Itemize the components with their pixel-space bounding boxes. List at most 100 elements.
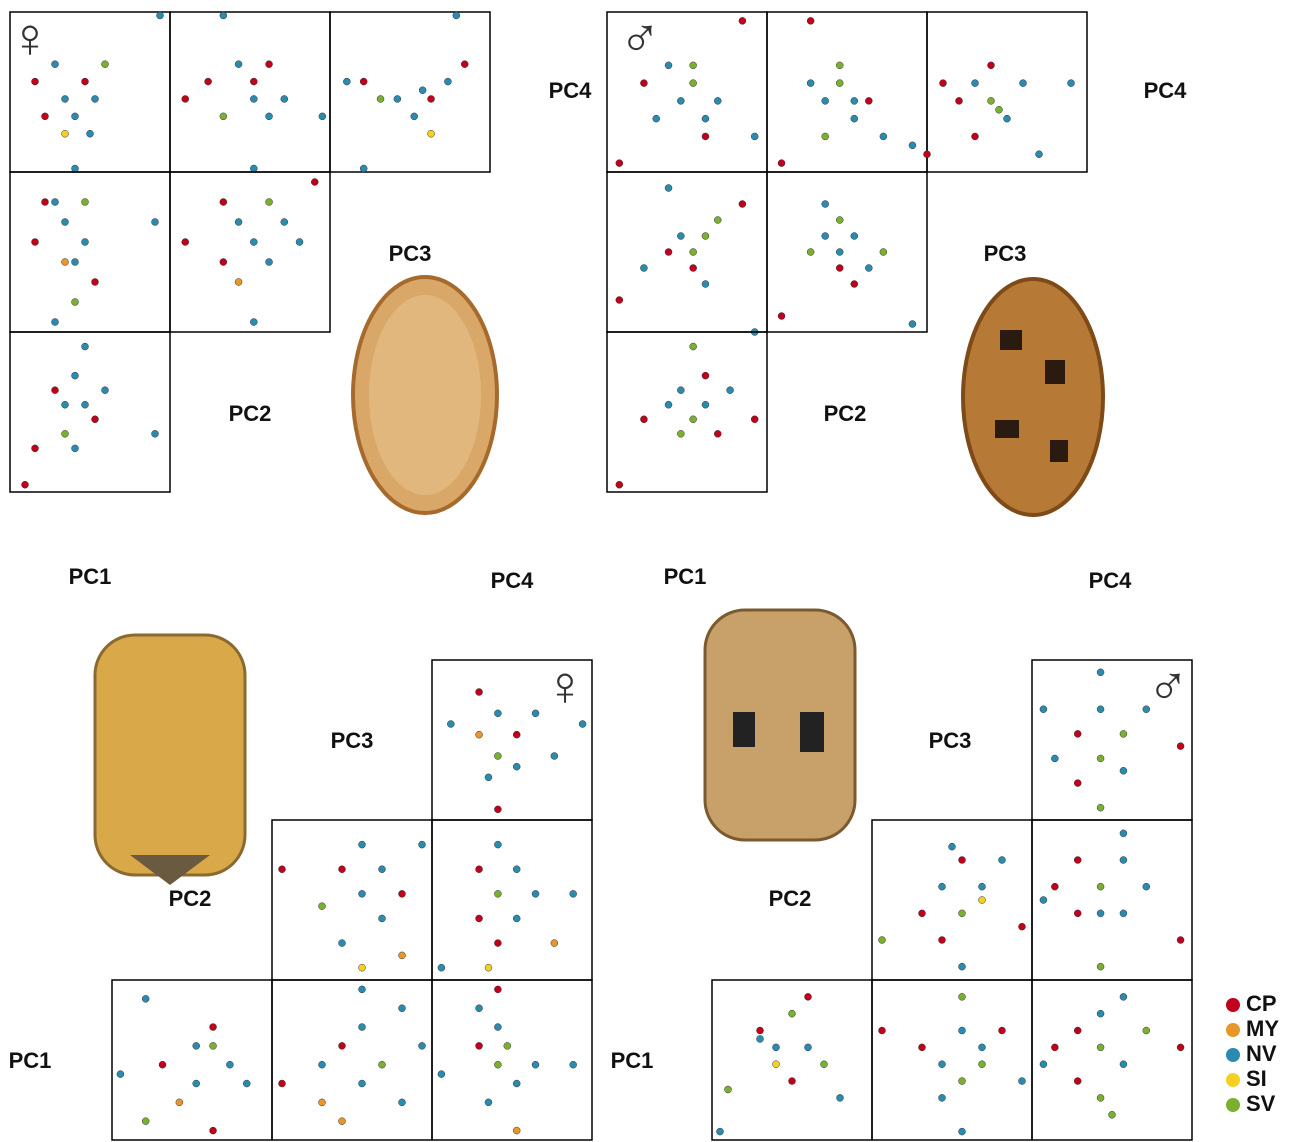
point — [805, 1044, 812, 1051]
point — [210, 1127, 217, 1134]
point — [1120, 910, 1127, 917]
point — [1019, 1078, 1026, 1085]
point — [210, 1042, 217, 1049]
point — [1074, 910, 1081, 917]
point — [805, 993, 812, 1000]
point — [1097, 755, 1104, 762]
point — [339, 940, 346, 947]
panel-frame — [767, 12, 927, 172]
point — [757, 1027, 764, 1034]
point — [778, 313, 785, 320]
panel-frame — [767, 172, 927, 332]
point — [1120, 857, 1127, 864]
point — [940, 80, 947, 87]
point — [339, 1118, 346, 1125]
point — [485, 964, 492, 971]
point — [988, 97, 995, 104]
figure: PC4PC3PC2PC1♀PC4PC3PC2PC1♂PC4PC3PC2PC1♀P… — [0, 0, 1298, 1142]
point — [444, 78, 451, 85]
legend-label: CP — [1246, 991, 1277, 1016]
point — [1097, 1094, 1104, 1101]
point — [996, 106, 1003, 113]
point — [822, 233, 829, 240]
point — [751, 133, 758, 140]
point — [82, 199, 89, 206]
point — [394, 95, 401, 102]
axis-label: PC3 — [984, 241, 1027, 266]
point — [616, 297, 623, 304]
point — [1143, 883, 1150, 890]
point — [959, 1078, 966, 1085]
point — [419, 1042, 426, 1049]
point — [281, 95, 288, 102]
point — [702, 281, 709, 288]
point — [399, 1099, 406, 1106]
point — [319, 1099, 326, 1106]
point — [87, 130, 94, 137]
point — [235, 61, 242, 68]
point — [570, 1061, 577, 1068]
point — [319, 903, 326, 910]
point — [851, 281, 858, 288]
point — [182, 239, 189, 246]
point — [1097, 1044, 1104, 1051]
point — [1177, 1044, 1184, 1051]
point — [476, 689, 483, 696]
point — [836, 62, 843, 69]
point — [1120, 830, 1127, 837]
point — [807, 80, 814, 87]
point — [714, 430, 721, 437]
point — [319, 1061, 326, 1068]
point — [359, 964, 366, 971]
sex-symbol: ♂ — [1147, 654, 1189, 717]
point — [836, 217, 843, 224]
point — [52, 61, 59, 68]
point — [807, 17, 814, 24]
point — [1097, 669, 1104, 676]
point — [1040, 1061, 1047, 1068]
point — [1143, 1027, 1150, 1034]
point — [494, 1061, 501, 1068]
point — [1074, 780, 1081, 787]
point — [476, 915, 483, 922]
point — [822, 133, 829, 140]
axis-label: PC1 — [664, 564, 707, 589]
point — [677, 430, 684, 437]
point — [677, 97, 684, 104]
point — [739, 201, 746, 208]
point — [359, 986, 366, 993]
point — [52, 319, 59, 326]
axis-label: PC4 — [1089, 568, 1133, 593]
point — [640, 416, 647, 423]
point — [972, 133, 979, 140]
point — [979, 1044, 986, 1051]
point — [250, 78, 257, 85]
point — [205, 78, 212, 85]
sex-symbol: ♀ — [544, 654, 586, 717]
point — [837, 1094, 844, 1101]
point — [999, 1027, 1006, 1034]
point — [988, 62, 995, 69]
legend-marker — [1226, 998, 1240, 1012]
point — [959, 963, 966, 970]
point — [220, 113, 227, 120]
panel-frame — [927, 12, 1087, 172]
point — [62, 130, 69, 137]
point — [959, 993, 966, 1000]
axis-label: PC1 — [611, 1048, 654, 1073]
point — [789, 1010, 796, 1017]
point — [924, 151, 931, 158]
point — [616, 160, 623, 167]
point — [102, 387, 109, 394]
point — [82, 343, 89, 350]
point — [979, 1061, 986, 1068]
turtle-plastron-male — [705, 610, 855, 840]
panel-frame — [1032, 820, 1192, 980]
point — [773, 1044, 780, 1051]
point — [865, 265, 872, 272]
point — [32, 445, 39, 452]
legend-label: SV — [1246, 1091, 1276, 1116]
point — [360, 165, 367, 172]
point — [1109, 1111, 1116, 1118]
point — [1120, 1061, 1127, 1068]
